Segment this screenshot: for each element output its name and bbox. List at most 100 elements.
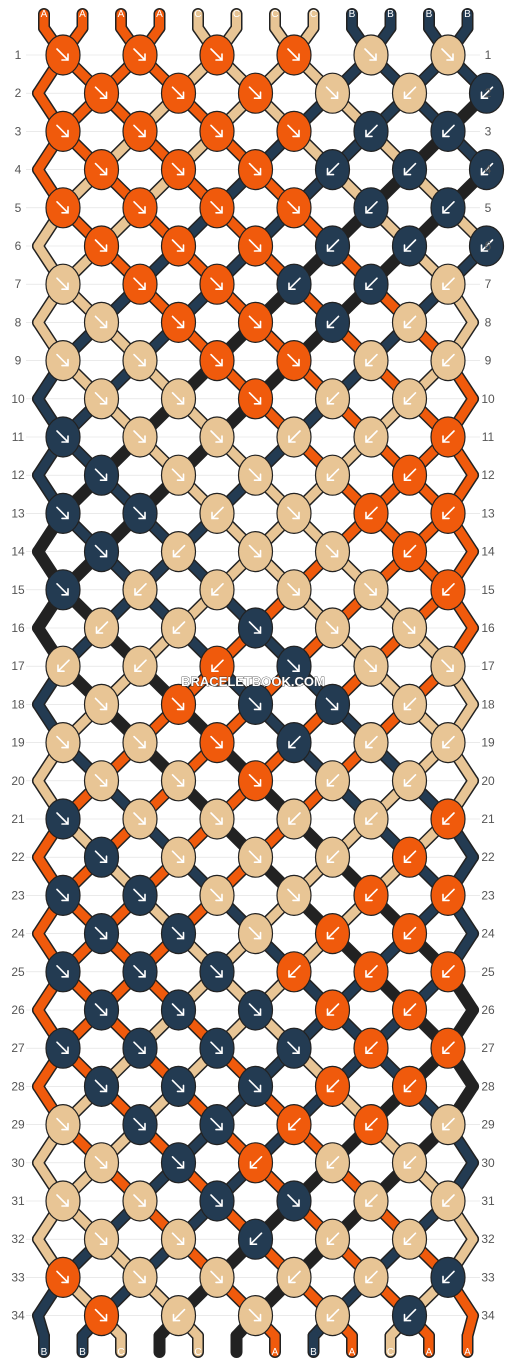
row-label: 22 xyxy=(481,850,495,864)
row-label: 2 xyxy=(485,86,492,100)
arrow-down-right-icon xyxy=(248,544,262,558)
knot xyxy=(430,1103,466,1146)
row-label: 21 xyxy=(11,812,25,826)
arrow-down-right-icon xyxy=(94,162,108,176)
arrow-down-right-icon xyxy=(56,48,69,61)
arrow-down-right-icon xyxy=(133,1194,146,1207)
knot xyxy=(160,836,197,878)
knot xyxy=(391,760,428,802)
arrow-down-left-icon xyxy=(326,1079,340,1093)
arrow-down-left-icon xyxy=(288,812,301,825)
string-label: B xyxy=(79,1347,86,1358)
knot xyxy=(353,187,389,229)
knot xyxy=(45,340,81,382)
knot xyxy=(391,378,428,420)
row-label: 24 xyxy=(481,927,495,941)
arrow-down-right-icon xyxy=(325,697,339,711)
row-label: 14 xyxy=(11,545,25,559)
knot xyxy=(468,225,505,267)
arrow-down-right-icon xyxy=(56,735,69,749)
arrow-down-right-icon xyxy=(210,124,223,138)
arrow-down-right-icon xyxy=(171,1232,185,1245)
knot xyxy=(45,1256,81,1299)
arrow-down-right-icon xyxy=(94,544,108,558)
arrow-down-left-icon xyxy=(442,1117,455,1131)
knot xyxy=(160,530,197,573)
string-label: A xyxy=(41,9,48,20)
knot xyxy=(160,72,197,114)
row-label: 33 xyxy=(481,1270,495,1284)
knot xyxy=(237,1294,274,1337)
knot xyxy=(83,72,120,114)
arrow-down-left-icon xyxy=(365,1041,378,1054)
string-label: B xyxy=(349,9,356,20)
knot xyxy=(199,187,235,229)
arrow-down-right-icon xyxy=(248,926,262,940)
arrow-down-right-icon xyxy=(171,850,185,863)
knot xyxy=(276,1256,312,1299)
knot xyxy=(160,989,197,1031)
row-label: 9 xyxy=(15,354,22,368)
row-label: 3 xyxy=(485,124,492,138)
arrow-down-right-icon xyxy=(325,544,339,558)
row-label: 14 xyxy=(481,545,495,559)
knot xyxy=(430,263,466,305)
knot xyxy=(314,989,351,1031)
knot xyxy=(160,454,197,496)
knot xyxy=(276,492,312,535)
knot xyxy=(122,1180,158,1222)
knot xyxy=(237,1065,274,1108)
arrow-down-right-icon xyxy=(56,430,69,443)
string-label: A xyxy=(79,9,86,20)
knot xyxy=(83,1065,120,1108)
arrow-down-left-icon xyxy=(326,392,340,405)
arrow-down-left-icon xyxy=(442,1041,455,1054)
row-label: 29 xyxy=(481,1118,495,1132)
knot xyxy=(45,1180,81,1222)
string-label: C xyxy=(0,1347,4,1358)
knot xyxy=(122,110,158,152)
knot xyxy=(122,34,158,76)
row-label: 6 xyxy=(485,239,492,253)
string-label: C xyxy=(194,9,201,20)
string-label: A xyxy=(118,9,125,20)
knot xyxy=(391,530,428,573)
arrow-down-right-icon xyxy=(94,239,108,252)
arrow-down-right-icon xyxy=(56,888,69,902)
row-label: 18 xyxy=(481,697,495,711)
row-label: 12 xyxy=(481,468,495,482)
knot-grid xyxy=(45,34,505,1337)
knot xyxy=(353,1027,389,1069)
arrow-down-right-icon xyxy=(287,888,300,902)
knot xyxy=(122,263,158,305)
knot xyxy=(314,1065,351,1108)
row-label: 34 xyxy=(11,1309,25,1323)
knot xyxy=(391,301,428,343)
knot xyxy=(199,34,235,76)
row-label: 19 xyxy=(11,736,25,750)
arrow-down-right-icon xyxy=(133,1041,146,1054)
knot xyxy=(237,378,274,420)
knot xyxy=(160,378,197,420)
knot xyxy=(276,1103,312,1146)
row-label: 32 xyxy=(11,1232,25,1246)
arrow-down-right-icon xyxy=(248,697,262,711)
knot xyxy=(314,607,351,649)
arrow-down-right-icon xyxy=(94,315,108,329)
knot xyxy=(276,874,312,917)
arrow-down-left-icon xyxy=(326,239,340,252)
arrow-down-left-icon xyxy=(403,544,417,558)
row-label: 8 xyxy=(485,315,492,329)
knot xyxy=(45,569,81,611)
string-label: C xyxy=(194,1347,201,1358)
knot xyxy=(45,492,81,535)
arrow-down-right-icon xyxy=(210,735,223,749)
arrow-down-right-icon xyxy=(248,774,262,787)
row-label: 17 xyxy=(481,659,495,673)
knot xyxy=(160,301,197,343)
arrow-down-left-icon xyxy=(442,735,455,749)
arrow-down-left-icon xyxy=(403,392,417,405)
knot xyxy=(353,569,389,611)
arrow-down-right-icon xyxy=(133,735,146,749)
row-label: 7 xyxy=(15,277,22,291)
